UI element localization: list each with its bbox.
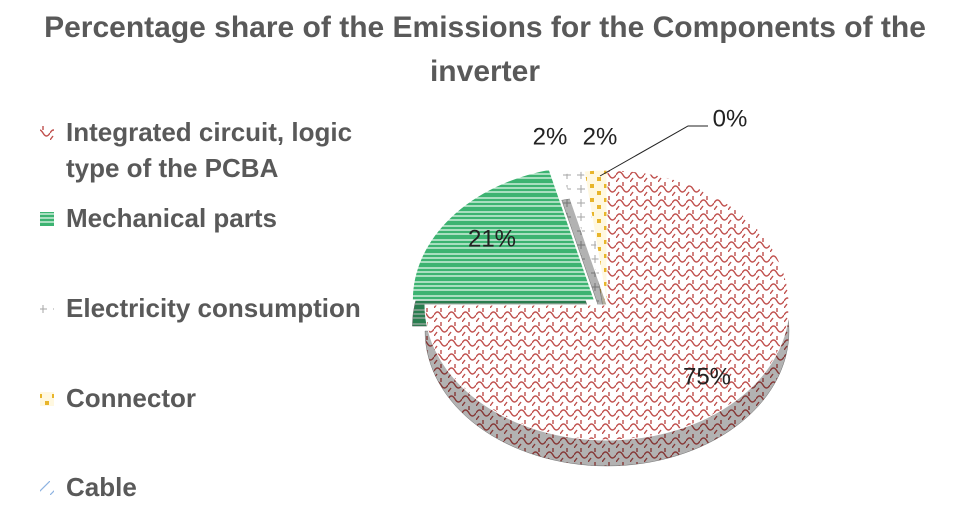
slice-shade bbox=[561, 197, 607, 331]
data-label: 75% bbox=[683, 363, 731, 390]
legend-label: Mechanical parts bbox=[66, 203, 277, 233]
data-label: 2% bbox=[533, 123, 568, 150]
legend-label: Integrated circuit, logic type of the PC… bbox=[66, 117, 353, 183]
slice bbox=[411, 168, 596, 301]
data-label: 21% bbox=[468, 225, 516, 252]
legend-label: Cable bbox=[66, 472, 137, 502]
legend-swatch bbox=[40, 302, 54, 316]
legend-item: Mechanical parts bbox=[36, 200, 411, 236]
data-label: 0% bbox=[713, 105, 748, 132]
legend-label: Electricity consumption bbox=[66, 293, 361, 323]
legend-swatch bbox=[40, 126, 54, 140]
chart-title: Percentage share of the Emissions for th… bbox=[44, 11, 926, 88]
data-label: 2% bbox=[583, 123, 618, 150]
legend-swatch bbox=[40, 481, 54, 495]
legend-item: Cable bbox=[36, 469, 411, 505]
legend-item: Integrated circuit, logic type of the PC… bbox=[36, 114, 411, 186]
legend-swatch bbox=[40, 212, 54, 226]
legend-label: Connector bbox=[66, 383, 196, 413]
leader-line bbox=[599, 125, 708, 177]
legend-swatch bbox=[40, 392, 54, 406]
slice bbox=[424, 169, 790, 441]
legend-item: Connector bbox=[36, 380, 411, 416]
legend-item: Electricity consumption bbox=[36, 290, 411, 326]
